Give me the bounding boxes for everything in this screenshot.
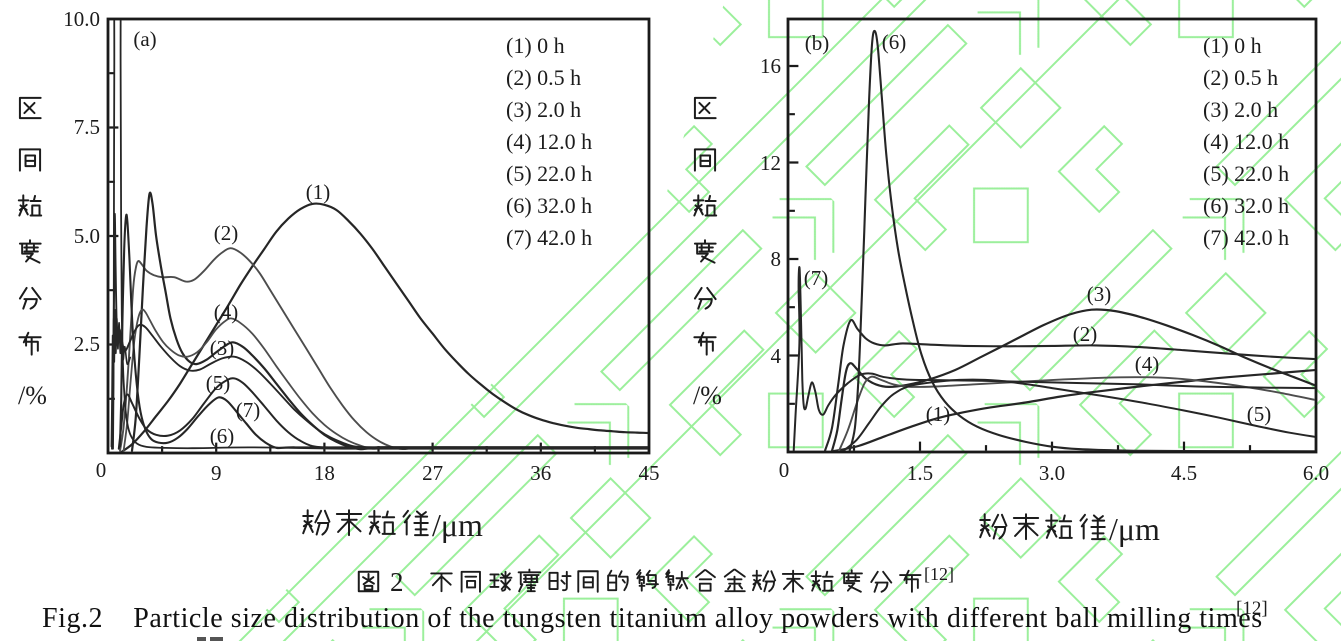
svg-text:(3) 2.0 h: (3) 2.0 h — [506, 97, 581, 122]
svg-text:/μm: /μm — [432, 507, 483, 543]
svg-text:4.5: 4.5 — [1171, 461, 1197, 485]
svg-text:(2): (2) — [214, 221, 239, 245]
svg-text:2: 2 — [390, 567, 404, 597]
svg-text:0: 0 — [96, 458, 107, 482]
svg-text:1.5: 1.5 — [907, 461, 933, 485]
svg-text:(1) 0 h: (1) 0 h — [506, 33, 565, 58]
svg-text:(1) 0 h: (1) 0 h — [1203, 33, 1262, 58]
svg-text:2.5: 2.5 — [74, 332, 100, 356]
svg-text:16: 16 — [760, 54, 781, 78]
svg-text:(2) 0.5 h: (2) 0.5 h — [506, 65, 581, 90]
svg-text:18: 18 — [314, 461, 335, 485]
svg-text:(6) 32.0 h: (6) 32.0 h — [1203, 193, 1289, 218]
svg-text:45: 45 — [639, 461, 660, 485]
svg-text:(6): (6) — [882, 30, 907, 54]
svg-text:4: 4 — [771, 344, 782, 368]
svg-text:(7): (7) — [236, 398, 261, 422]
svg-text:(5) 22.0 h: (5) 22.0 h — [1203, 161, 1289, 186]
svg-text:0: 0 — [779, 458, 790, 482]
svg-text:(1): (1) — [306, 180, 331, 204]
svg-text:10.0: 10.0 — [63, 7, 100, 31]
svg-text:(5) 22.0 h: (5) 22.0 h — [506, 161, 592, 186]
svg-text:(7) 42.0 h: (7) 42.0 h — [1203, 225, 1289, 250]
svg-text:(7) 42.0 h: (7) 42.0 h — [506, 225, 592, 250]
svg-text:5.0: 5.0 — [74, 224, 100, 248]
svg-text:(2): (2) — [1073, 322, 1098, 346]
svg-text:(4) 12.0 h: (4) 12.0 h — [1203, 129, 1289, 154]
svg-text:12: 12 — [760, 151, 781, 175]
svg-text:(4) 12.0 h: (4) 12.0 h — [506, 129, 592, 154]
svg-text:(3) 2.0 h: (3) 2.0 h — [1203, 97, 1278, 122]
svg-text:Fig.2 Particle size distrib: Fig.2 Particle size distribution of the … — [42, 603, 1263, 634]
svg-text:/μm: /μm — [1109, 511, 1160, 547]
svg-text:(7): (7) — [804, 266, 829, 290]
svg-text:7.5: 7.5 — [74, 115, 100, 139]
svg-text:(4): (4) — [1135, 352, 1160, 376]
svg-text:/%: /% — [693, 381, 722, 410]
svg-text:(5): (5) — [206, 371, 231, 395]
svg-text:[12]: [12] — [1236, 598, 1268, 619]
svg-text:(3): (3) — [210, 336, 235, 360]
svg-text:(b): (b) — [805, 31, 830, 55]
svg-text:/%: /% — [18, 381, 47, 410]
svg-text:[12]: [12] — [924, 564, 954, 584]
svg-text:(6): (6) — [210, 424, 235, 448]
svg-text:(a): (a) — [133, 27, 156, 51]
svg-text:(6) 32.0 h: (6) 32.0 h — [506, 193, 592, 218]
svg-text:(1): (1) — [926, 402, 951, 426]
svg-text:9: 9 — [211, 461, 222, 485]
svg-text:27: 27 — [422, 461, 443, 485]
svg-text:(3): (3) — [1087, 282, 1112, 306]
svg-text:(4): (4) — [214, 300, 239, 324]
svg-text:8: 8 — [771, 247, 782, 271]
svg-text:(2) 0.5 h: (2) 0.5 h — [1203, 65, 1278, 90]
svg-text:3.0: 3.0 — [1039, 461, 1065, 485]
svg-text:6.0: 6.0 — [1303, 461, 1329, 485]
svg-text:36: 36 — [530, 461, 551, 485]
svg-text:(5): (5) — [1247, 402, 1272, 426]
